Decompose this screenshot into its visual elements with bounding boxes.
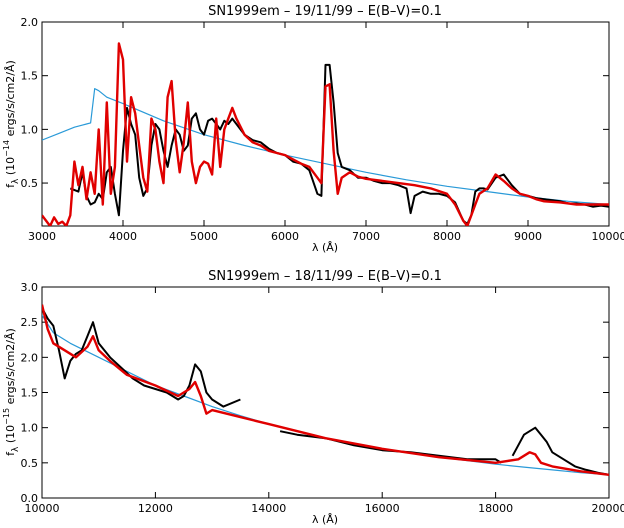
y-axis-label: fλ (10−15 ergs/s/cm2/Å) — [2, 328, 21, 456]
model-spectrum-line — [42, 42, 609, 226]
y-tick-label: 1.0 — [21, 123, 39, 136]
chart-title: SN1999em – 19/11/99 – E(B–V)=0.1 — [208, 4, 442, 19]
plot-frame — [41, 21, 610, 227]
axis-ticks: 3000 4000 5000 6000 7000 8000 9000 10000 0.5 1.0 1… — [21, 16, 624, 243]
continuum-line — [42, 88, 609, 206]
continuum-line — [42, 314, 609, 476]
x-tick-label: 14000 — [251, 502, 286, 515]
y-tick-label: 0.0 — [21, 492, 39, 505]
spectrum-curves — [42, 304, 609, 476]
y-tick-label: 2.0 — [21, 351, 39, 364]
x-tick-label: 10000 — [25, 502, 60, 515]
y-tick-label: 1.0 — [21, 422, 39, 435]
x-axis-label: λ (Å) — [312, 241, 338, 254]
observed-spectrum-line — [42, 307, 609, 476]
x-tick-label: 5000 — [190, 230, 218, 243]
x-tick-label: 8000 — [433, 230, 461, 243]
spectrum-panel-top: SN1999em – 19/11/99 – E(B–V)=0.1 3000 400… — [2, 4, 624, 254]
x-tick-label: 4000 — [109, 230, 137, 243]
x-tick-label: 9000 — [514, 230, 542, 243]
spectrum-panel-bottom: SN1999em – 18/11/99 – E(B–V)=0.1 10000 12… — [2, 269, 624, 526]
model-spectrum-line — [42, 304, 609, 476]
spectrum-curves — [42, 42, 609, 226]
chart-title: SN1999em – 18/11/99 – E(B–V)=0.1 — [208, 269, 442, 284]
axis-ticks: 10000 12000 14000 16000 18000 20000 0.0 0.5 1.0 1… — [21, 281, 624, 515]
x-tick-label: 16000 — [365, 502, 400, 515]
x-tick-label: 6000 — [271, 230, 299, 243]
x-tick-label: 7000 — [352, 230, 380, 243]
y-tick-label: 1.5 — [21, 387, 39, 400]
y-axis-label: fλ (10−14 ergs/s/cm2/Å) — [2, 60, 21, 188]
y-tick-label: 0.5 — [21, 457, 39, 470]
x-tick-label: 18000 — [478, 502, 513, 515]
x-tick-label: 3000 — [28, 230, 56, 243]
plot-frame — [41, 286, 610, 499]
y-tick-label: 3.0 — [21, 281, 39, 294]
x-axis-label: λ (Å) — [312, 513, 338, 526]
y-tick-label: 2.0 — [21, 16, 39, 29]
x-tick-label: 10000 — [592, 230, 624, 243]
x-tick-label: 20000 — [592, 502, 624, 515]
x-tick-label: 12000 — [138, 502, 173, 515]
y-tick-label: 0.5 — [21, 177, 39, 190]
y-tick-label: 2.5 — [21, 316, 39, 329]
y-tick-label: 1.5 — [21, 70, 39, 83]
observed-spectrum-line — [69, 63, 609, 225]
